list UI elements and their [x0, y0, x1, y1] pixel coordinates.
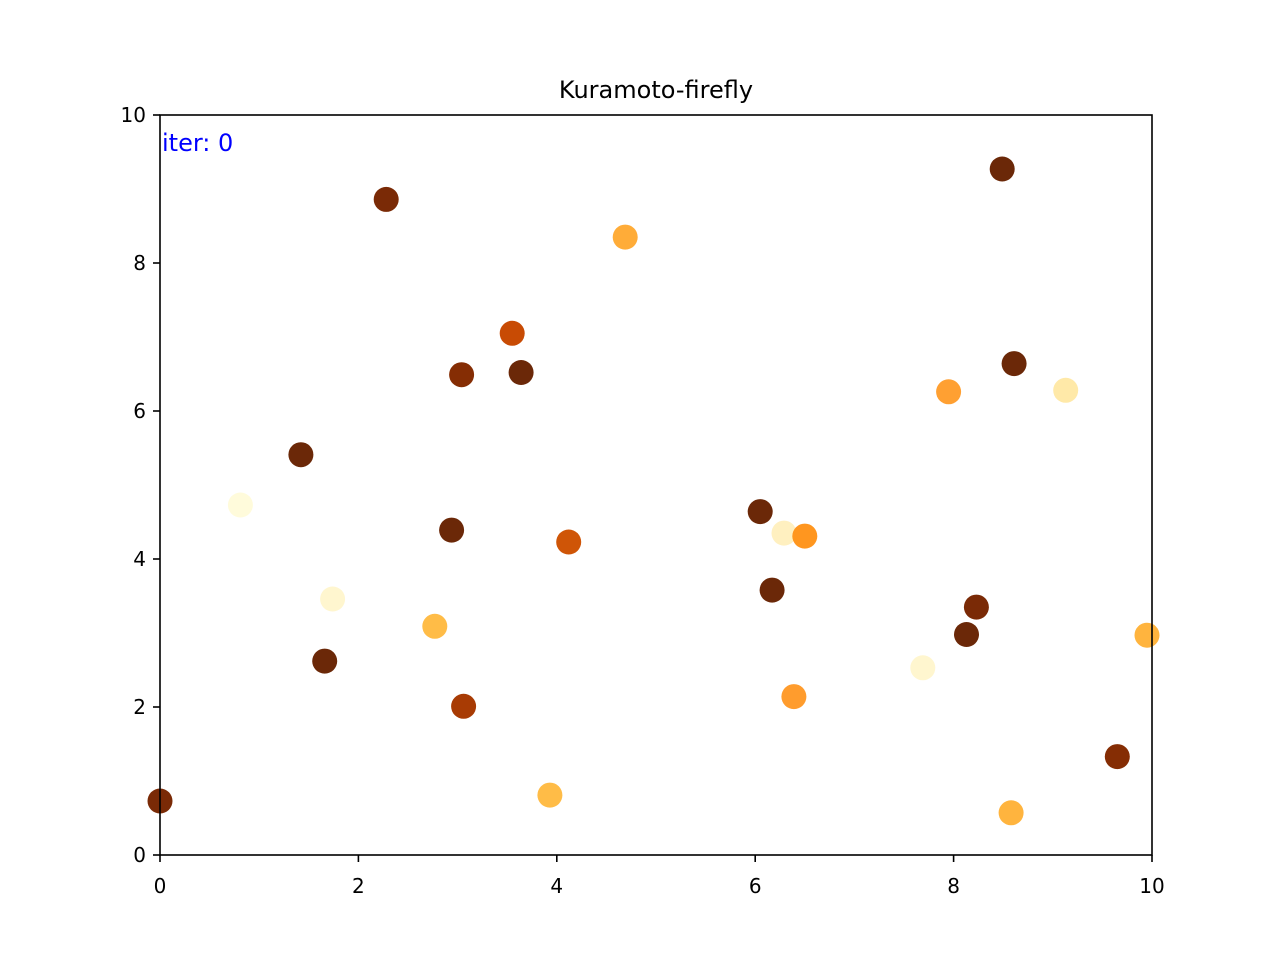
x-axis: 0 2 4 6 8 10	[154, 855, 1165, 898]
x-tick-label: 4	[550, 874, 563, 898]
x-tick-label: 2	[352, 874, 365, 898]
scatter-point	[963, 594, 989, 620]
x-tick-label: 6	[749, 874, 762, 898]
y-tick-label: 6	[133, 399, 146, 423]
scatter-point	[312, 648, 338, 674]
chart-title: Kuramoto-firefly	[559, 76, 753, 104]
y-tick-label: 10	[121, 103, 146, 127]
scatter-point	[508, 360, 534, 385]
scatter-point	[288, 442, 314, 468]
points-layer	[147, 156, 1160, 826]
scatter-point	[612, 224, 638, 250]
scatter-point	[227, 492, 253, 518]
y-tick-label: 0	[133, 843, 146, 867]
y-tick-label: 8	[133, 251, 146, 275]
scatter-point	[422, 613, 448, 639]
scatter-point	[998, 800, 1024, 826]
y-tick-label: 2	[133, 695, 146, 719]
y-axis: 0 2 4 6 8 10	[121, 103, 160, 867]
scatter-point	[910, 655, 936, 681]
scatter-point	[1104, 744, 1130, 770]
scatter-point	[537, 782, 563, 808]
scatter-point	[373, 186, 399, 212]
scatter-point	[936, 379, 962, 405]
x-tick-label: 0	[154, 874, 167, 898]
scatter-point	[1053, 377, 1079, 403]
scatter-point	[320, 586, 346, 612]
x-tick-label: 10	[1139, 874, 1164, 898]
scatter-point	[759, 577, 785, 603]
plot-frame	[159, 114, 1153, 856]
iteration-label: iter: 0	[162, 129, 233, 157]
scatter-point	[439, 517, 465, 543]
scatter-point	[781, 684, 807, 710]
scatter-point	[989, 156, 1015, 182]
scatter-point	[792, 523, 818, 549]
y-tick-label: 4	[133, 547, 146, 571]
scatter-point	[556, 529, 582, 555]
scatter-point	[1001, 351, 1027, 377]
scatter-point	[747, 499, 773, 525]
scatter-point	[954, 622, 979, 647]
scatter-point	[499, 320, 525, 346]
scatter-point	[771, 520, 797, 546]
scatter-point	[449, 362, 475, 388]
scatter-point	[451, 693, 477, 719]
scatter-point	[1134, 622, 1160, 648]
x-tick-label: 8	[947, 874, 960, 898]
